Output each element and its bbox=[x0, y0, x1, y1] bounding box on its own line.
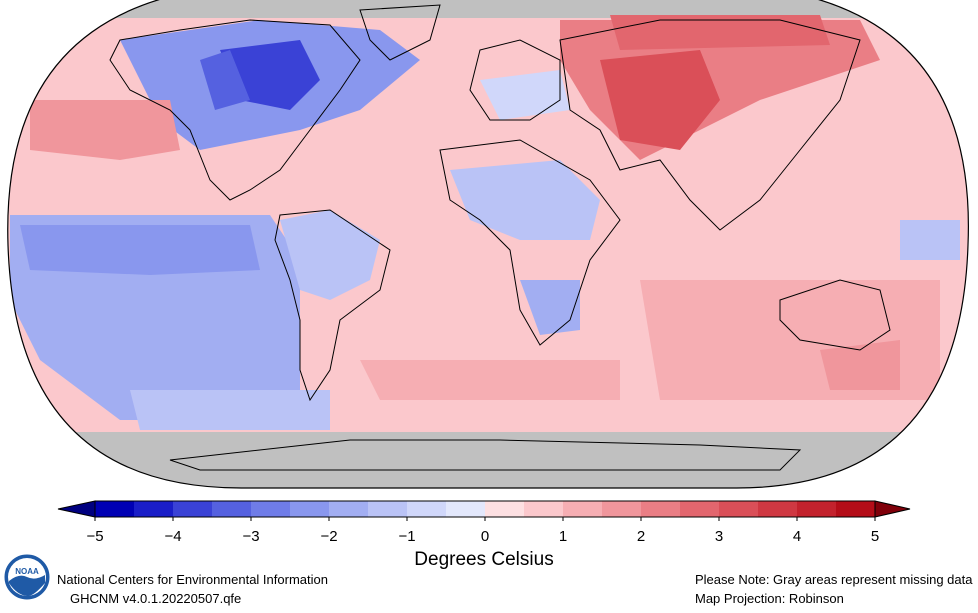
colorbar-tick-label: 5 bbox=[870, 528, 880, 545]
cold-indian-ocean-east bbox=[900, 220, 960, 260]
colorbar-segment bbox=[680, 501, 720, 517]
colorbar-segment bbox=[134, 501, 174, 517]
colorbar-tick-label: −2 bbox=[320, 528, 338, 545]
colorbar-tick-label: −1 bbox=[398, 528, 416, 545]
colorbar-segment bbox=[290, 501, 330, 517]
map-border bbox=[7, 0, 969, 489]
colorbar-segment bbox=[329, 501, 369, 517]
org-name: National Centers for Environmental Infor… bbox=[57, 572, 328, 587]
warm-central-asia-core bbox=[600, 50, 720, 150]
colorbar-segment bbox=[95, 501, 135, 517]
cold-southern-africa bbox=[520, 280, 580, 335]
projection-note: Map Projection: Robinson bbox=[695, 591, 844, 606]
temperature-anomaly-map bbox=[7, 0, 969, 489]
colorbar-segment bbox=[446, 501, 486, 517]
colorbar-segment bbox=[251, 501, 291, 517]
colorbar-tick-label: 0 bbox=[480, 528, 490, 545]
warm-south-atlantic bbox=[360, 360, 620, 400]
robinson-map-svg bbox=[7, 0, 969, 489]
dataset-version: GHCNM v4.0.1.20220507.qfe bbox=[70, 591, 242, 606]
coast-asia bbox=[559, 19, 861, 231]
coast-australia bbox=[779, 279, 891, 351]
coast-africa bbox=[439, 139, 621, 346]
colorbar-segment bbox=[485, 501, 525, 517]
colorbar-segment bbox=[368, 501, 408, 517]
missing-arctic bbox=[7, 0, 969, 18]
colorbar-segment bbox=[563, 501, 603, 517]
colorbar-tick-label: 2 bbox=[636, 528, 646, 545]
colorbar-tick-label: 1 bbox=[558, 528, 568, 545]
warm-arctic-russia bbox=[610, 15, 830, 50]
noaa-logo-icon: NOAA bbox=[3, 553, 51, 601]
colorbar-segment bbox=[836, 501, 876, 517]
coast-antarctica bbox=[169, 439, 802, 471]
colorbar-segment bbox=[719, 501, 759, 517]
colorbar-segment bbox=[212, 501, 252, 517]
colorbar-tick-label: 3 bbox=[714, 528, 724, 545]
colorbar-segment bbox=[407, 501, 447, 517]
colorbar-title: Degrees Celsius bbox=[414, 549, 554, 570]
colorbar-segment bbox=[602, 501, 642, 517]
colorbar-tick-label: −3 bbox=[242, 528, 260, 545]
colorbar-segment bbox=[797, 501, 837, 517]
coast-south-america bbox=[274, 209, 391, 402]
warm-australia bbox=[820, 340, 900, 390]
cold-south-america bbox=[280, 210, 380, 300]
coast-north-america bbox=[109, 19, 361, 201]
missing-data-note: Please Note: Gray areas represent missin… bbox=[695, 572, 973, 587]
logo-text: NOAA bbox=[15, 567, 39, 576]
warm-north-pacific bbox=[30, 100, 180, 160]
colorbar-tick-label: 4 bbox=[792, 528, 802, 545]
coastlines bbox=[109, 4, 891, 471]
missing-antarctic bbox=[7, 432, 969, 489]
cold-africa bbox=[450, 160, 600, 240]
colorbar-segment bbox=[758, 501, 798, 517]
coast-europe bbox=[469, 39, 561, 121]
colorbar-segment bbox=[173, 501, 213, 517]
colorbar-segment bbox=[641, 501, 681, 517]
coast-greenland bbox=[359, 4, 441, 61]
colorbar-tick-label: −5 bbox=[86, 528, 104, 545]
colorbar-max-arrow bbox=[874, 500, 911, 518]
cold-pacific-core bbox=[20, 225, 260, 275]
colorbar-min-arrow bbox=[57, 500, 96, 518]
anomaly-regions bbox=[7, 0, 969, 489]
cold-southern-ocean bbox=[130, 390, 330, 430]
cold-hudson bbox=[200, 50, 250, 110]
colorbar-tick-label: −4 bbox=[164, 528, 182, 545]
colorbar bbox=[57, 500, 911, 521]
colorbar-segment bbox=[524, 501, 564, 517]
cold-europe bbox=[480, 70, 570, 120]
